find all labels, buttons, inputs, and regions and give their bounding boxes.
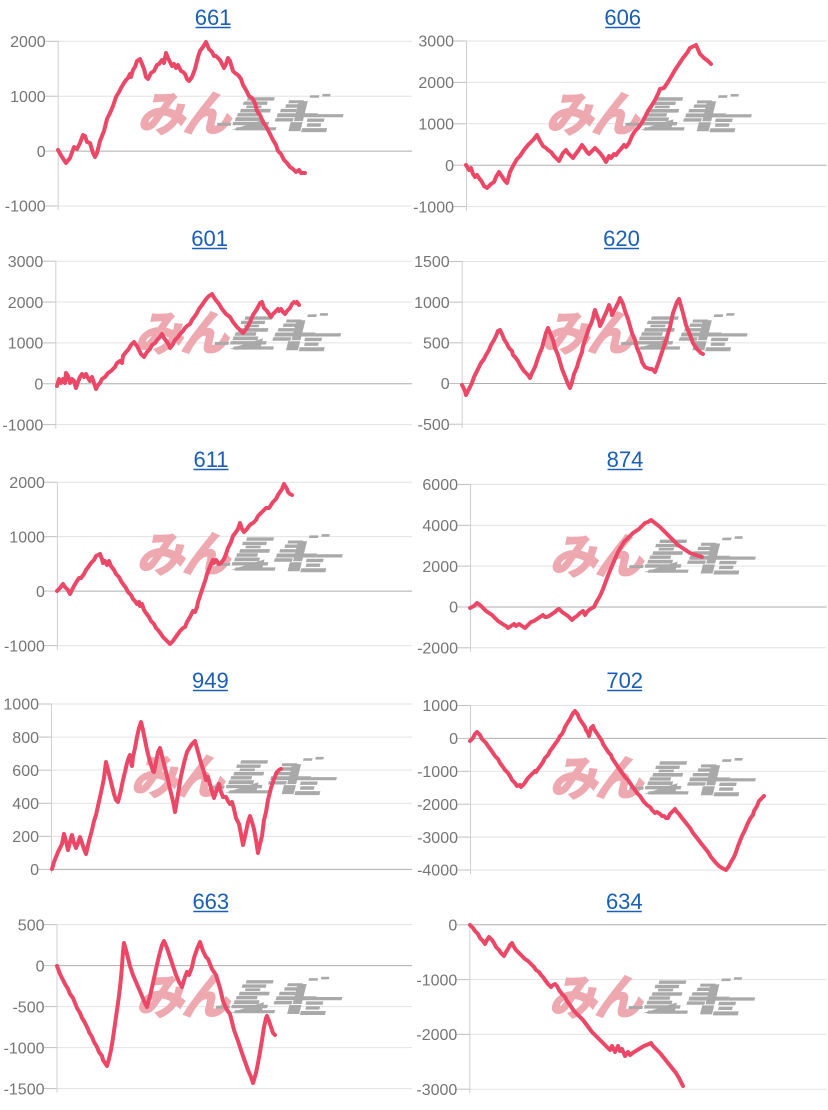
svg-text:400: 400 bbox=[12, 796, 39, 813]
svg-text:2000: 2000 bbox=[418, 75, 454, 92]
svg-text:500: 500 bbox=[423, 336, 450, 353]
svg-text:1000: 1000 bbox=[10, 89, 46, 106]
svg-text:2000: 2000 bbox=[8, 295, 44, 312]
svg-text:2000: 2000 bbox=[9, 475, 45, 492]
svg-text:874: 874 bbox=[607, 447, 644, 472]
svg-text:-1000: -1000 bbox=[5, 199, 46, 216]
svg-text:200: 200 bbox=[12, 829, 39, 846]
svg-text:949: 949 bbox=[192, 668, 229, 693]
svg-text:-1000: -1000 bbox=[2, 417, 43, 434]
svg-text:-2000: -2000 bbox=[417, 797, 458, 814]
svg-text:0: 0 bbox=[449, 600, 458, 617]
svg-text:0: 0 bbox=[36, 958, 45, 975]
svg-text:0: 0 bbox=[36, 584, 45, 601]
svg-text:1000: 1000 bbox=[414, 295, 450, 312]
svg-text:634: 634 bbox=[606, 889, 643, 914]
svg-text:-2000: -2000 bbox=[416, 1027, 457, 1044]
svg-text:620: 620 bbox=[603, 226, 640, 251]
svg-text:600: 600 bbox=[12, 763, 39, 780]
svg-text:-1000: -1000 bbox=[417, 764, 458, 781]
svg-text:-3000: -3000 bbox=[417, 830, 458, 847]
svg-text:-500: -500 bbox=[12, 999, 44, 1016]
svg-text:0: 0 bbox=[448, 918, 457, 935]
svg-text:-2000: -2000 bbox=[417, 641, 458, 658]
svg-text:1000: 1000 bbox=[418, 117, 454, 134]
svg-text:611: 611 bbox=[193, 447, 228, 472]
svg-text:1000: 1000 bbox=[3, 697, 39, 714]
svg-text:-4000: -4000 bbox=[417, 863, 458, 880]
svg-text:-1000: -1000 bbox=[4, 638, 45, 655]
svg-text:1000: 1000 bbox=[422, 698, 458, 715]
svg-text:2000: 2000 bbox=[422, 559, 458, 576]
svg-text:0: 0 bbox=[449, 731, 458, 748]
svg-text:6000: 6000 bbox=[422, 477, 458, 494]
svg-text:3000: 3000 bbox=[8, 254, 44, 271]
svg-text:3000: 3000 bbox=[418, 34, 454, 51]
svg-text:0: 0 bbox=[30, 862, 39, 879]
svg-text:663: 663 bbox=[192, 889, 229, 914]
svg-text:702: 702 bbox=[606, 668, 643, 693]
svg-text:800: 800 bbox=[12, 730, 39, 747]
svg-text:-1500: -1500 bbox=[4, 1081, 45, 1098]
svg-text:1500: 1500 bbox=[414, 254, 450, 271]
svg-text:1000: 1000 bbox=[9, 529, 45, 546]
svg-text:500: 500 bbox=[18, 917, 45, 934]
svg-text:-1000: -1000 bbox=[416, 972, 457, 989]
svg-text:4000: 4000 bbox=[422, 518, 458, 535]
svg-text:2000: 2000 bbox=[10, 34, 46, 51]
svg-text:0: 0 bbox=[34, 376, 43, 393]
svg-text:0: 0 bbox=[445, 158, 454, 175]
svg-text:0: 0 bbox=[37, 144, 46, 161]
svg-text:-3000: -3000 bbox=[416, 1082, 457, 1099]
svg-text:1000: 1000 bbox=[8, 336, 44, 353]
svg-text:661: 661 bbox=[195, 5, 232, 30]
svg-text:601: 601 bbox=[191, 226, 228, 251]
svg-text:-500: -500 bbox=[418, 417, 450, 434]
svg-text:606: 606 bbox=[604, 5, 641, 30]
svg-text:-1000: -1000 bbox=[413, 199, 454, 216]
svg-text:0: 0 bbox=[441, 376, 450, 393]
svg-text:-1000: -1000 bbox=[4, 1040, 45, 1057]
